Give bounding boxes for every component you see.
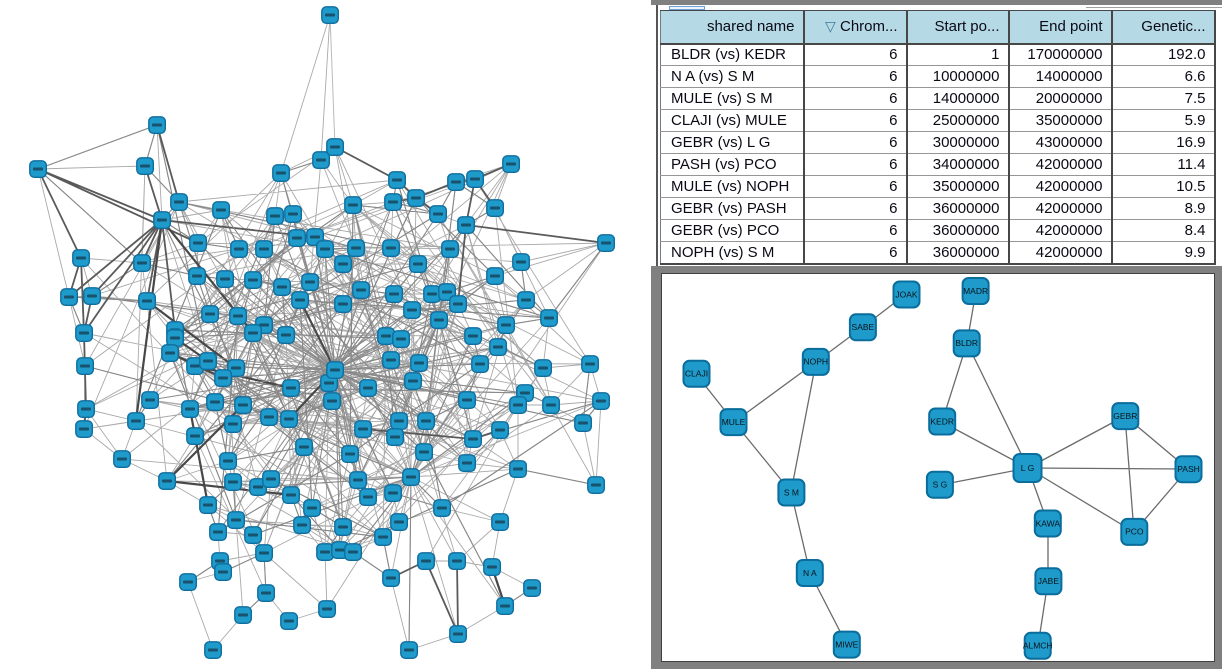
- svg-text:L G: L G: [1021, 463, 1034, 473]
- svg-text:ALMCH: ALMCH: [1023, 641, 1053, 651]
- svg-text:BLDR: BLDR: [955, 338, 978, 348]
- svg-text:PASH: PASH: [1177, 464, 1200, 474]
- svg-text:MIWE: MIWE: [835, 639, 858, 649]
- svg-text:CLAJI: CLAJI: [685, 369, 708, 379]
- svg-text:JABE: JABE: [1038, 576, 1060, 586]
- svg-text:NOPH: NOPH: [804, 357, 829, 367]
- svg-text:KAWA: KAWA: [1036, 518, 1061, 528]
- svg-text:SABE: SABE: [852, 322, 875, 332]
- svg-text:S G: S G: [933, 480, 948, 490]
- svg-text:PCO: PCO: [1125, 527, 1144, 537]
- svg-text:JOAK: JOAK: [895, 289, 918, 299]
- svg-text:N A: N A: [803, 568, 817, 578]
- svg-text:KEDR: KEDR: [930, 416, 954, 426]
- svg-text:S M: S M: [784, 487, 799, 497]
- svg-text:GEBR: GEBR: [1113, 411, 1137, 421]
- svg-text:MULE: MULE: [722, 417, 746, 427]
- svg-text:MADR: MADR: [963, 286, 988, 296]
